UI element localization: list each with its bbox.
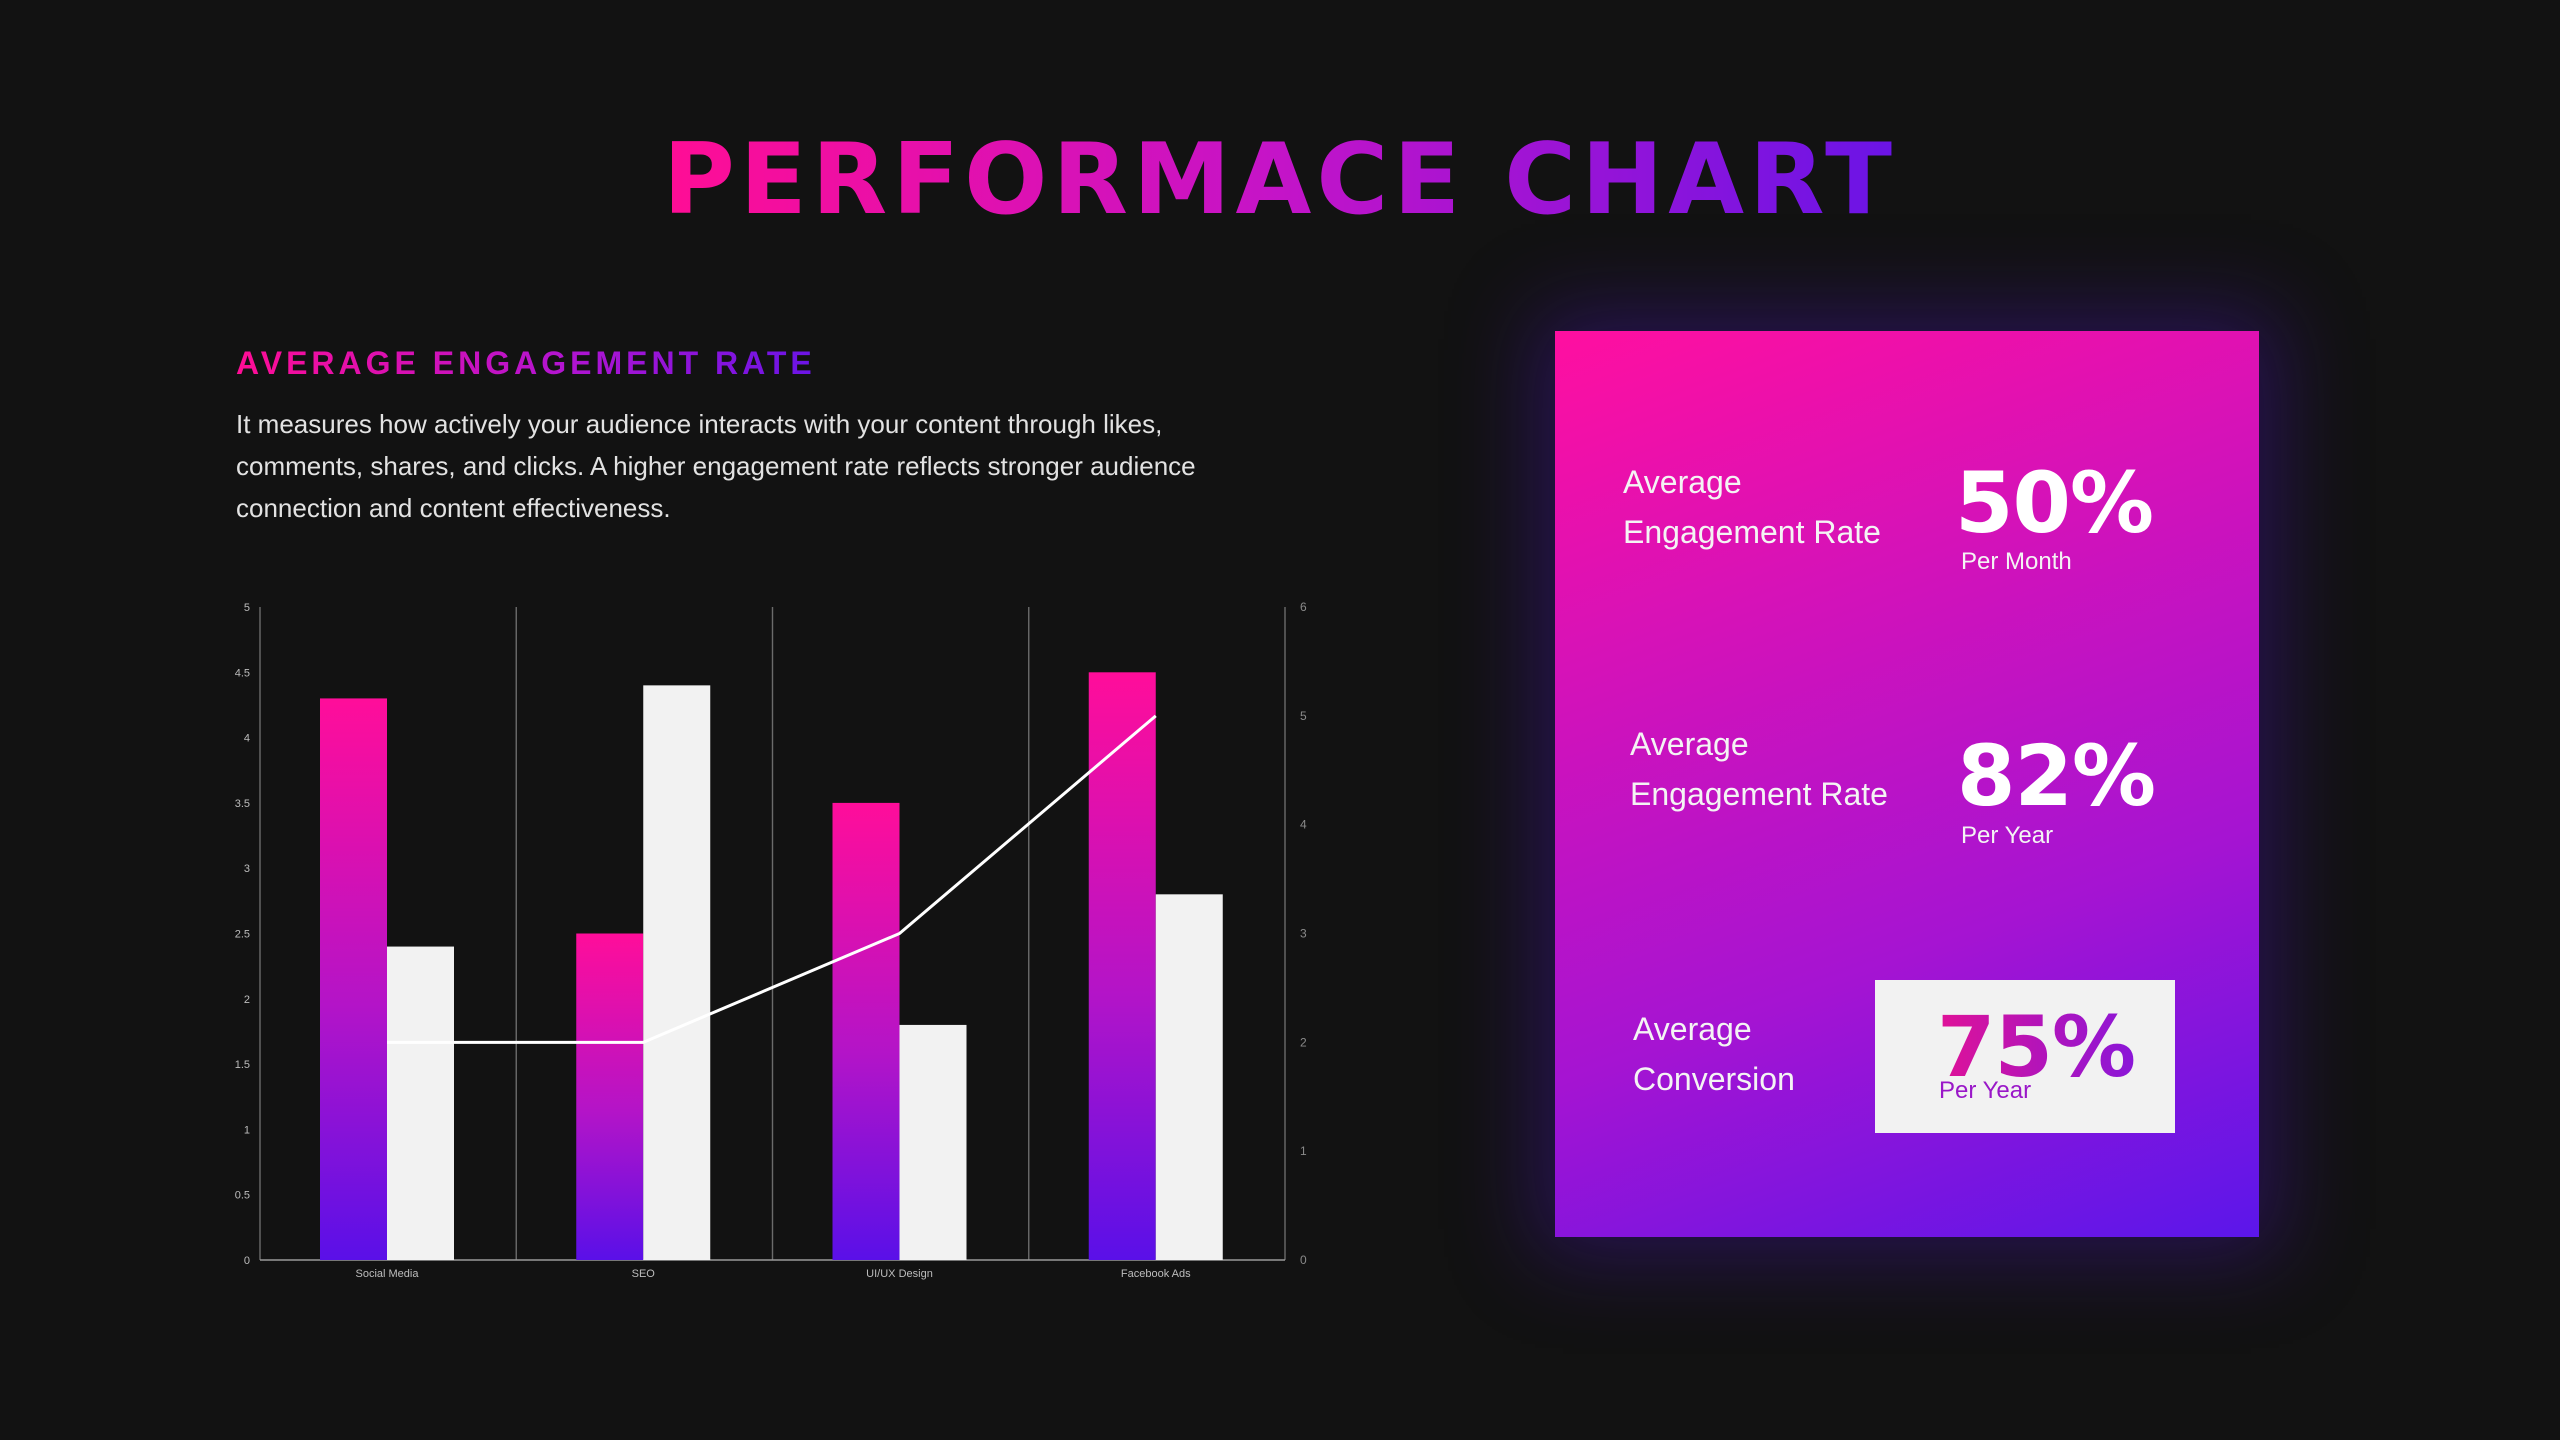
section-description: It measures how actively your audience i… xyxy=(236,409,1196,523)
stat-3-label-line2: Conversion xyxy=(1633,1061,1795,1097)
y-left-tick-label: 4.5 xyxy=(235,667,250,679)
section-heading-text: AVERAGE ENGAGEMENT RATE xyxy=(236,345,816,381)
y-left-tick-label: 3.5 xyxy=(235,798,250,810)
section-heading: AVERAGE ENGAGEMENT RATE xyxy=(236,345,816,382)
stat-3-value: 75% xyxy=(1937,998,2136,1096)
bar-series-2 xyxy=(1155,894,1223,1260)
stat-1-period: Per Month xyxy=(1961,548,2072,575)
y-right-tick-label: 6 xyxy=(1300,600,1307,614)
y-left-tick-label: 1.5 xyxy=(235,1059,250,1071)
stat-2-value: 82% xyxy=(1957,727,2156,825)
stat-2-label-line1: Average xyxy=(1630,726,1749,762)
stats-card: Average Engagement Rate 50% Per Month Av… xyxy=(1555,331,2259,1237)
x-tick-label: Facebook Ads xyxy=(1121,1268,1191,1280)
y-right-tick-label: 5 xyxy=(1300,709,1307,723)
stat-1-label-line1: Average xyxy=(1623,464,1742,500)
y-right-tick-label: 4 xyxy=(1300,818,1307,832)
line-series xyxy=(387,714,1157,1044)
y-right-tick-label: 0 xyxy=(1300,1253,1307,1267)
stat-3-highlight-box: 75% Per Year xyxy=(1875,980,2175,1133)
stat-3-period: Per Year xyxy=(1939,1077,2032,1104)
x-tick-label: SEO xyxy=(632,1268,656,1280)
y-left-tick-label: 5 xyxy=(244,602,250,614)
y-left-tick-label: 4 xyxy=(244,733,250,745)
y-left-tick-label: 0 xyxy=(244,1255,250,1267)
y-right-tick-label: 2 xyxy=(1300,1035,1307,1049)
bar-series-2 xyxy=(643,685,711,1260)
bar-series-1 xyxy=(576,933,644,1260)
bar-series-1 xyxy=(1088,672,1156,1260)
page-title-text: PERFORMACE CHART xyxy=(663,115,1897,245)
performance-chart: 0 0.5 1 1.5 2 2.5 3 3.5 4 4.5 5 0 1 2 3 4 5 6 Social Media… xyxy=(235,600,1307,1280)
stat-3-label: Average Conversion xyxy=(1633,1004,1795,1104)
stat-3-label-line1: Average xyxy=(1633,1011,1752,1047)
x-tick-label: Social Media xyxy=(356,1268,420,1280)
bar-series-1 xyxy=(320,698,387,1260)
stat-2-period: Per Year xyxy=(1961,822,2054,849)
stat-2-label: Average Engagement Rate xyxy=(1630,719,1888,819)
x-tick-label: UI/UX Design xyxy=(866,1268,933,1280)
y-left-tick-label: 0.5 xyxy=(235,1190,250,1202)
y-left-tick-label: 2.5 xyxy=(235,929,250,941)
stat-1-value: 50% xyxy=(1955,454,2154,552)
page-title: PERFORMACE CHART xyxy=(0,115,2560,245)
y-right-tick-label: 3 xyxy=(1300,927,1307,941)
y-left-tick-label: 3 xyxy=(244,863,250,875)
stat-1-label: Average Engagement Rate xyxy=(1623,457,1881,557)
y-left-tick-label: 2 xyxy=(244,994,250,1006)
y-right-tick-label: 1 xyxy=(1300,1144,1307,1158)
bar-series-2 xyxy=(387,946,454,1260)
bar-series-1 xyxy=(832,802,900,1260)
stat-1-label-line2: Engagement Rate xyxy=(1623,514,1881,550)
stat-2-label-line2: Engagement Rate xyxy=(1630,776,1888,812)
y-left-tick-label: 1 xyxy=(244,1124,250,1136)
bar-series-2 xyxy=(899,1024,967,1260)
